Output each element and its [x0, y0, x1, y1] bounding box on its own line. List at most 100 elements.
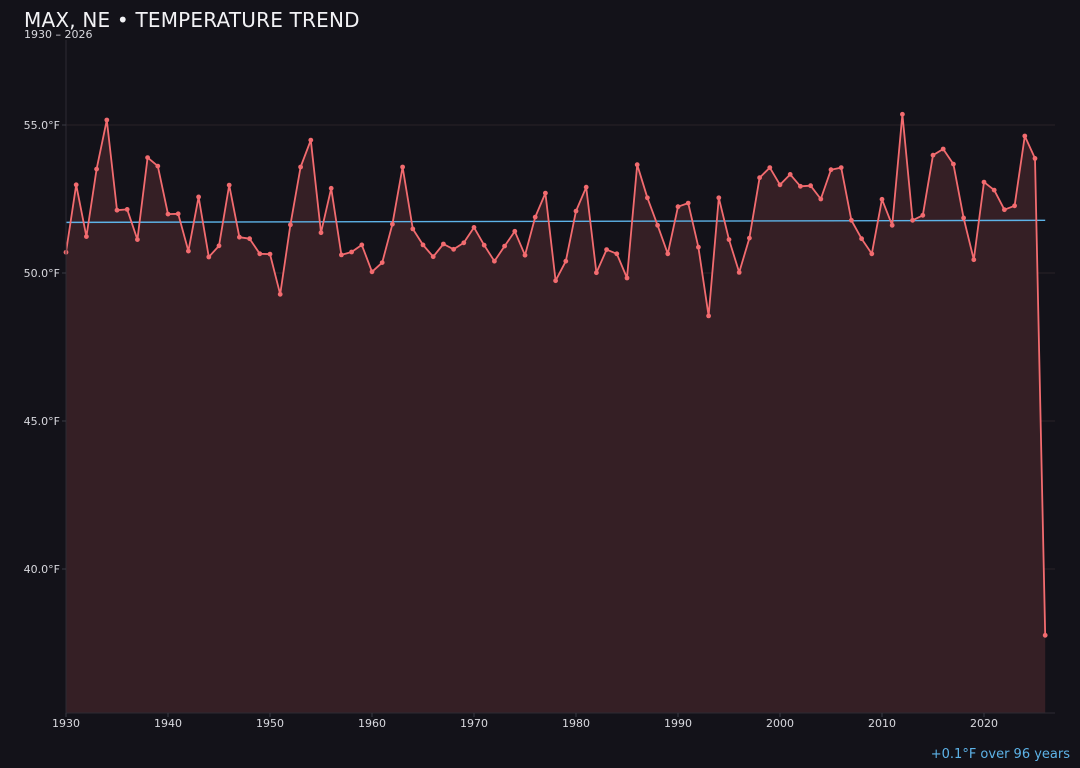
data-point: [624, 275, 630, 281]
data-point: [1002, 207, 1007, 213]
y-tick-label: 55.0°F: [24, 119, 60, 132]
data-point: [665, 251, 671, 257]
data-point: [512, 228, 518, 234]
data-point: [277, 291, 283, 297]
data-point: [889, 222, 895, 228]
y-tick-label: 45.0°F: [24, 415, 60, 428]
data-point: [124, 207, 130, 212]
data-point: [951, 161, 956, 167]
y-axis-ticks: 40.0°F 45.0°F 50.0°F 55.0°F: [24, 119, 66, 576]
data-point: [961, 215, 966, 221]
data-point: [196, 194, 202, 200]
x-tick-label: 1970: [460, 717, 488, 730]
data-point: [349, 249, 354, 255]
data-point: [614, 251, 620, 257]
trend-summary: +0.1°F over 96 years: [930, 747, 1070, 762]
data-point: [1042, 632, 1048, 638]
x-tick-label: 2010: [868, 717, 896, 730]
series-markers: [63, 111, 1048, 638]
x-tick-label: 2000: [766, 717, 794, 730]
data-point: [308, 137, 314, 143]
data-point: [451, 246, 456, 252]
data-point: [604, 247, 609, 253]
data-point: [940, 146, 946, 152]
y-tick-label: 40.0°F: [24, 563, 60, 576]
data-point: [920, 212, 926, 218]
data-point: [991, 187, 997, 193]
data-point: [237, 234, 242, 240]
data-point: [757, 175, 762, 181]
data-point: [787, 172, 793, 177]
x-tick-label: 1990: [664, 717, 692, 730]
x-tick-label: 1940: [154, 717, 182, 730]
trend-line: [65, 219, 1046, 224]
data-point: [492, 258, 497, 264]
data-point: [165, 211, 171, 217]
data-point: [563, 258, 569, 264]
data-point: [186, 248, 191, 254]
data-point: [104, 117, 110, 123]
data-point: [288, 222, 293, 228]
data-point: [155, 163, 161, 169]
data-point: [1012, 203, 1017, 209]
data-point: [430, 254, 436, 260]
data-point: [1032, 156, 1038, 161]
data-point: [216, 243, 222, 249]
data-point: [634, 162, 640, 168]
data-point: [339, 252, 344, 258]
data-point: [410, 226, 416, 232]
data-point: [328, 185, 334, 191]
data-point: [594, 270, 599, 276]
data-point: [206, 254, 212, 260]
data-point: [318, 230, 324, 236]
data-point: [869, 251, 875, 257]
data-point: [379, 260, 385, 265]
data-point: [798, 183, 803, 189]
data-point: [145, 155, 151, 161]
chart-title: MAX, NE • TEMPERATURE TREND: [24, 8, 360, 32]
data-point: [747, 235, 752, 241]
data-point: [175, 211, 181, 217]
data-point: [441, 241, 446, 247]
data-point: [726, 237, 732, 243]
x-tick-label: 1960: [358, 717, 386, 730]
data-point: [828, 167, 834, 173]
data-point: [696, 244, 701, 250]
data-point: [777, 182, 783, 188]
data-point: [808, 183, 813, 189]
data-point: [359, 242, 365, 248]
data-point: [400, 164, 405, 170]
data-point: [910, 217, 915, 223]
data-point: [971, 257, 977, 263]
x-tick-label: 1950: [256, 717, 284, 730]
data-point: [685, 200, 691, 206]
data-point: [706, 313, 711, 319]
data-point: [471, 225, 477, 230]
data-point: [981, 179, 987, 185]
data-point: [543, 190, 548, 196]
data-point: [849, 217, 854, 223]
data-point: [502, 243, 507, 249]
data-point: [645, 195, 650, 201]
data-point: [84, 234, 89, 240]
data-point: [522, 252, 528, 258]
data-point: [583, 184, 589, 190]
y-tick-label: 50.0°F: [24, 267, 60, 280]
x-axis-ticks: 1930 1940 1950 1960 1970 1980 1990 2000 2010 2020: [52, 713, 998, 730]
data-point: [257, 251, 263, 257]
chart-subtitle: 1930 – 2026: [24, 28, 93, 41]
data-point: [114, 207, 120, 213]
data-point: [135, 237, 140, 243]
x-tick-label: 1930: [52, 717, 80, 730]
data-point: [390, 221, 395, 227]
data-point: [879, 196, 885, 202]
x-tick-label: 1980: [562, 717, 590, 730]
data-point: [573, 208, 579, 214]
data-point: [553, 278, 558, 284]
data-point: [369, 269, 375, 275]
data-point: [716, 195, 722, 201]
data-point: [859, 236, 864, 242]
data-point: [767, 165, 773, 171]
data-point: [655, 222, 660, 228]
